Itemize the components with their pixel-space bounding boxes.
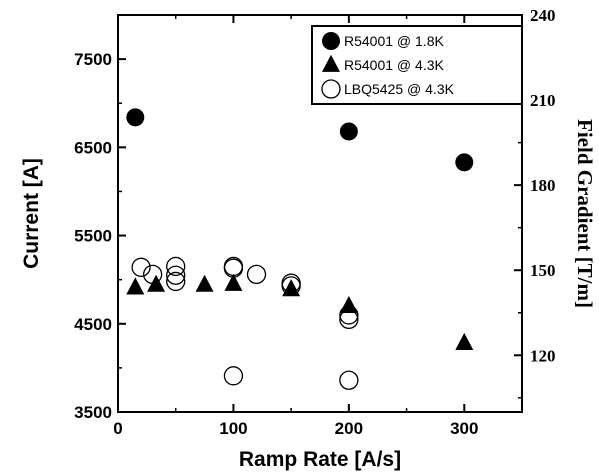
data-point-filled-triangle <box>195 274 214 292</box>
ticks: 0 100 200 300 3500 4500 5500 6500 7500 120 150 180 2… <box>74 6 555 438</box>
legend-box <box>311 25 523 105</box>
y2-tick-label: 150 <box>530 261 556 280</box>
y2-axis-label: Field Gradient [T/m] <box>573 119 597 308</box>
data-point-open-circle <box>166 271 186 292</box>
legend: R54001 @ 1.8K R54001 @ 4.3K LBQ5425 @ 4.3K <box>311 25 523 105</box>
axes <box>117 14 523 413</box>
data-point-open-circle <box>131 257 151 277</box>
data-point-filled-circle <box>126 108 145 127</box>
data-point-open-circle <box>321 79 341 99</box>
data-point-filled-circle <box>455 153 474 172</box>
legend-entry-label: LBQ5425 @ 4.3K <box>344 81 455 97</box>
data-point-open-circle <box>281 276 301 296</box>
data-point-open-circle <box>339 305 359 325</box>
y-tick-label: 6500 <box>74 138 112 157</box>
y-axis-label: Current [A] <box>20 158 43 269</box>
data-point-open-circle <box>223 256 244 277</box>
y-tick-label: 4500 <box>74 315 112 334</box>
data-point-filled-triangle <box>282 279 301 297</box>
y-tick-label: 3500 <box>74 403 112 422</box>
data-point-filled-triangle <box>224 273 243 291</box>
x-axis-label: Ramp Rate [A/s] <box>239 448 401 471</box>
y2-tick-label: 210 <box>530 91 556 110</box>
data-point-open-circle <box>339 309 359 330</box>
data-point-open-circle <box>142 264 163 285</box>
data-marks <box>126 108 474 390</box>
y-tick-label: 5500 <box>74 227 112 246</box>
y2-tick-label: 240 <box>530 6 556 25</box>
data-point-open-circle <box>223 258 244 278</box>
data-point-filled-circle <box>322 32 340 50</box>
y-tick-label: 7500 <box>74 50 112 69</box>
data-point-open-circle <box>166 265 186 285</box>
x-tick-label: 200 <box>335 419 363 438</box>
x-tick-label: 0 <box>113 419 122 438</box>
data-point-filled-triangle <box>455 332 474 351</box>
data-point-open-circle <box>339 370 359 390</box>
y2-tick-label: 120 <box>530 346 556 365</box>
y2-tick-label: 180 <box>530 176 556 195</box>
x-tick-label: 300 <box>450 419 478 438</box>
legend-entry-label: R54001 @ 4.3K <box>344 57 444 73</box>
data-point-open-circle <box>246 264 267 285</box>
data-point-open-circle <box>223 366 244 386</box>
x-tick-label: 100 <box>219 419 247 438</box>
data-point-filled-triangle <box>322 54 340 72</box>
plot-frame <box>117 14 523 413</box>
data-point-filled-triangle <box>339 295 358 313</box>
data-point-filled-circle <box>339 122 358 141</box>
data-point-filled-triangle <box>126 277 145 295</box>
data-point-open-circle <box>166 256 186 277</box>
legend-entry-label: R54001 @ 1.8K <box>344 33 444 49</box>
